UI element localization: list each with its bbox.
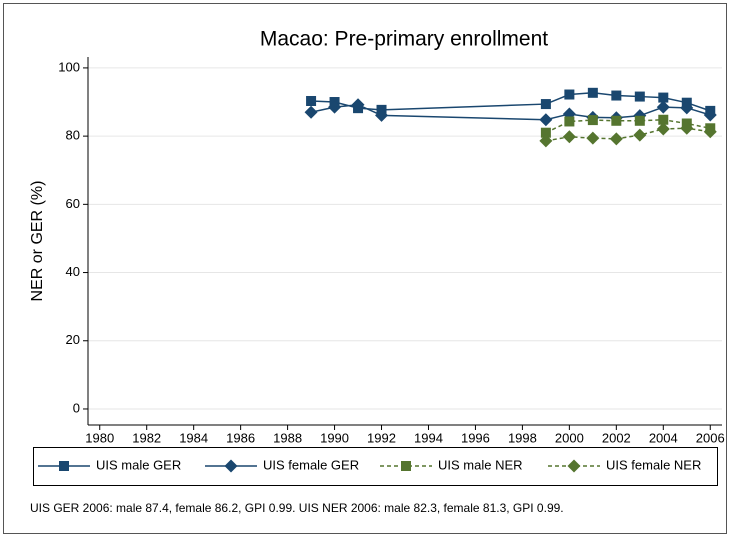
x-tick-label: 1986 (226, 430, 255, 445)
marker (703, 125, 717, 139)
marker (304, 105, 318, 119)
marker (328, 100, 342, 114)
marker (587, 115, 598, 126)
marker (611, 90, 622, 101)
x-tick-label: 1984 (179, 430, 208, 445)
marker (586, 131, 600, 145)
marker (539, 134, 553, 148)
note: UIS GER 2006: male 87.4, female 86.2, GP… (30, 501, 564, 515)
marker (609, 132, 623, 146)
x-tick-label: 1988 (273, 430, 302, 445)
y-tick-label: 60 (66, 196, 80, 211)
marker (703, 108, 717, 122)
legend-label: UIS male GER (96, 457, 181, 472)
marker (658, 92, 669, 103)
marker (658, 114, 669, 125)
marker (539, 113, 553, 127)
marker (562, 130, 576, 144)
x-tick-label: 2004 (649, 430, 678, 445)
marker (351, 98, 365, 112)
legend-marker (401, 461, 411, 471)
chart-title: Macao: Pre-primary enrollment (260, 28, 548, 51)
legend-label: UIS male NER (438, 457, 523, 472)
x-tick-label: 1980 (85, 430, 114, 445)
marker (540, 99, 551, 110)
x-tick-label: 1982 (132, 430, 161, 445)
marker (611, 115, 622, 126)
marker (634, 115, 645, 126)
y-tick-label: 40 (66, 264, 80, 279)
x-tick-label: 1994 (414, 430, 443, 445)
marker (564, 116, 575, 127)
marker (680, 101, 694, 115)
x-tick-label: 1996 (461, 430, 490, 445)
legend-label: UIS female GER (263, 457, 359, 472)
x-tick-label: 1998 (508, 430, 537, 445)
legend-label: UIS female NER (606, 457, 701, 472)
y-axis-label: NER or GER (%) (29, 181, 46, 302)
x-tick-label: 2000 (555, 430, 584, 445)
y-tick-label: 80 (66, 128, 80, 143)
marker (633, 128, 647, 142)
x-tick-label: 1992 (367, 430, 396, 445)
x-tick-label: 1990 (320, 430, 349, 445)
legend-marker (567, 459, 581, 473)
chart-frame (3, 3, 727, 534)
legend-marker (224, 459, 238, 473)
marker (680, 121, 694, 135)
marker (587, 87, 598, 98)
marker (656, 100, 670, 114)
legend-marker (59, 461, 69, 471)
marker (634, 91, 645, 102)
y-tick-label: 100 (58, 59, 80, 74)
legend-box (33, 447, 718, 486)
marker (540, 127, 551, 138)
marker (375, 108, 389, 122)
x-tick-label: 2006 (696, 430, 725, 445)
marker (564, 89, 575, 100)
marker (656, 122, 670, 136)
marker (306, 95, 317, 106)
x-tick-label: 2002 (602, 430, 631, 445)
y-tick-label: 0 (73, 400, 80, 415)
y-tick-label: 20 (66, 332, 80, 347)
